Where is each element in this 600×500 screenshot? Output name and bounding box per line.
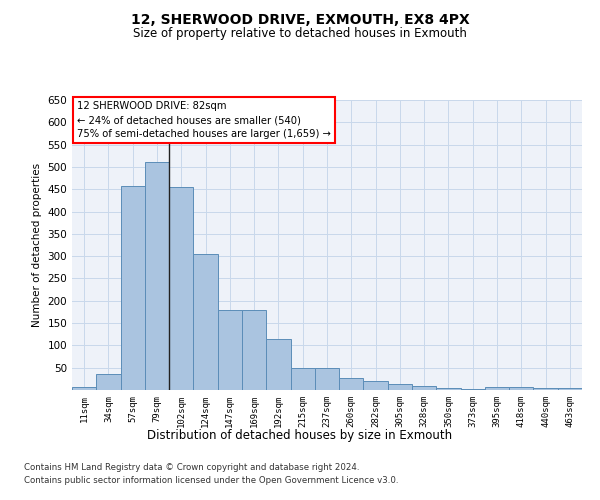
Bar [461,388,485,390]
Bar [266,338,290,390]
Bar [436,388,461,390]
Bar [96,374,121,390]
Bar [509,387,533,390]
Bar [169,187,193,390]
Bar [364,381,388,390]
Text: Contains public sector information licensed under the Open Government Licence v3: Contains public sector information licen… [24,476,398,485]
Bar [388,384,412,390]
Bar [242,310,266,390]
Bar [72,387,96,390]
Text: 12 SHERWOOD DRIVE: 82sqm
← 24% of detached houses are smaller (540)
75% of semi-: 12 SHERWOOD DRIVE: 82sqm ← 24% of detach… [77,102,331,140]
Bar [218,310,242,390]
Bar [558,388,582,390]
Text: Size of property relative to detached houses in Exmouth: Size of property relative to detached ho… [133,28,467,40]
Bar [533,388,558,390]
Y-axis label: Number of detached properties: Number of detached properties [32,163,42,327]
Text: Contains HM Land Registry data © Crown copyright and database right 2024.: Contains HM Land Registry data © Crown c… [24,464,359,472]
Bar [485,387,509,390]
Bar [290,368,315,390]
Text: Distribution of detached houses by size in Exmouth: Distribution of detached houses by size … [148,428,452,442]
Bar [315,368,339,390]
Bar [121,186,145,390]
Bar [412,386,436,390]
Bar [145,162,169,390]
Bar [339,378,364,390]
Text: 12, SHERWOOD DRIVE, EXMOUTH, EX8 4PX: 12, SHERWOOD DRIVE, EXMOUTH, EX8 4PX [131,12,469,26]
Bar [193,254,218,390]
